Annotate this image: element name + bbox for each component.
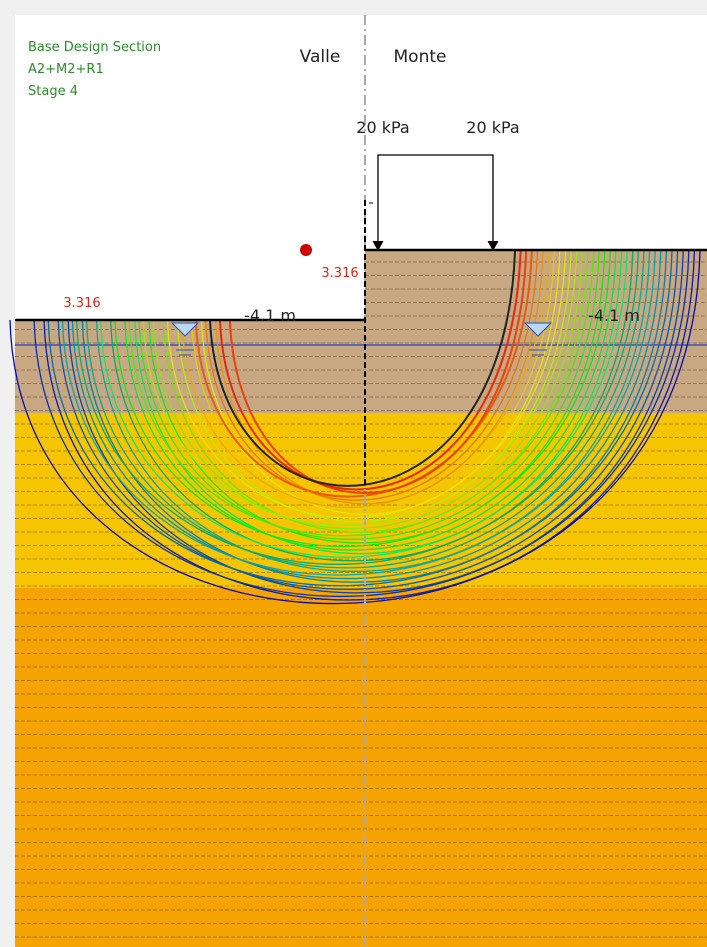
level-label: -4.1 m [244,306,296,325]
legend-line: Stage 4 [28,84,78,99]
load-label: 20 kPa [466,118,519,137]
legend-line: Base Design Section [28,40,161,55]
safety-factor: 3.316 [321,266,358,281]
legend-line: A2+M2+R1 [28,62,104,77]
critical-center [300,244,312,256]
section-view: Base Design Section A2+M2+R1 Stage 4 Val… [0,0,707,947]
level-label: -4.1 m [588,306,640,325]
side-label: Valle [300,47,341,67]
side-label: Monte [394,47,447,67]
load-label: 20 kPa [356,118,409,137]
page: {"legend": {"lines": ["Base Design Secti… [0,0,707,947]
safety-factor: 3.316 [63,296,100,311]
soil-layer-3 [15,588,707,947]
